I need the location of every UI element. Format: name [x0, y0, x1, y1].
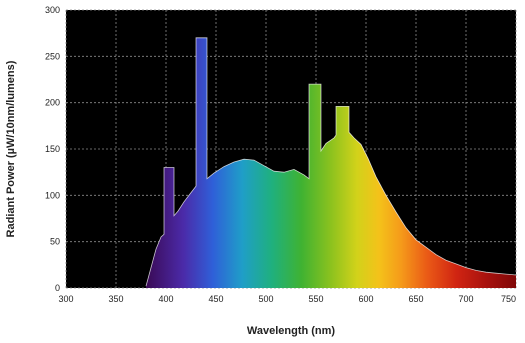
x-tick-label: 300 [58, 294, 73, 304]
x-tick-label: 750 [501, 294, 516, 304]
y-tick-label: 150 [45, 144, 60, 154]
x-tick-label: 350 [108, 294, 123, 304]
y-axis-title: Radiant Power (µW/10nm/lumens) [5, 60, 17, 237]
x-tick-label: 550 [308, 294, 323, 304]
spectrum-area [146, 37, 516, 288]
y-tick-label: 0 [55, 283, 60, 293]
x-tick-label: 500 [258, 294, 273, 304]
x-tick-label: 600 [358, 294, 373, 304]
y-tick-label: 200 [45, 98, 60, 108]
y-tick-label: 100 [45, 190, 60, 200]
spectrum-curve [145, 37, 517, 287]
x-tick-label: 400 [158, 294, 173, 304]
x-tick-label: 650 [408, 294, 423, 304]
y-tick-label: 250 [45, 51, 60, 61]
x-tick-labels: 300 350 400 450 500 550 600 650 700 750 [58, 294, 516, 304]
y-tick-label: 300 [45, 5, 60, 15]
x-tick-label: 700 [458, 294, 473, 304]
y-tick-label: 50 [50, 237, 60, 247]
x-tick-label: 450 [208, 294, 223, 304]
x-axis-title: Wavelength (nm) [247, 325, 336, 337]
y-tick-labels: 0 50 100 150 200 250 300 [45, 5, 60, 293]
